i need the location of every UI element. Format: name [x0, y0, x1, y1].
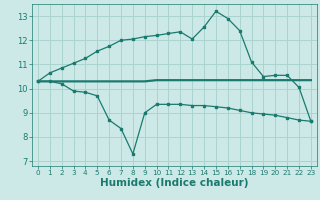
X-axis label: Humidex (Indice chaleur): Humidex (Indice chaleur)	[100, 178, 249, 188]
